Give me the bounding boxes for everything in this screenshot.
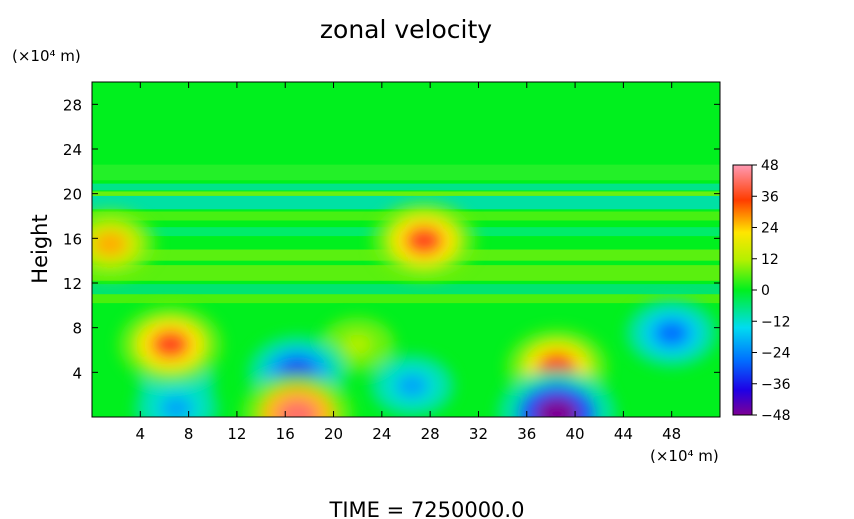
x-tick-label: 16 bbox=[276, 425, 295, 443]
colorbar-tick-label: −12 bbox=[761, 314, 791, 330]
colorbar-tick-label: 48 bbox=[761, 158, 779, 174]
x-tick-label: 32 bbox=[469, 425, 488, 443]
colorbar-tick-label: 36 bbox=[761, 189, 779, 205]
time-footer: TIME = 7250000.0 bbox=[329, 498, 525, 519]
colorbar-tick-label: −48 bbox=[761, 408, 791, 424]
x-tick-label: 4 bbox=[136, 425, 146, 443]
x-tick-label: 36 bbox=[517, 425, 536, 443]
x-tick-label: 48 bbox=[662, 425, 681, 443]
colorbar-gradient bbox=[732, 164, 753, 416]
x-tick-label: 44 bbox=[614, 425, 633, 443]
y-tick-label: 12 bbox=[63, 275, 82, 293]
x-axis: 4 8 12 16 20 24 28 32 36 40 44 48 bbox=[136, 82, 681, 443]
colorbar-tick-label: 12 bbox=[761, 252, 779, 268]
plot-frame bbox=[91, 81, 721, 418]
heatmap-feature bbox=[242, 373, 353, 417]
y-tick-label: 28 bbox=[63, 96, 82, 114]
texture-band bbox=[92, 191, 720, 196]
colorbar-tick-label: 24 bbox=[761, 221, 779, 237]
x-tick-label: 20 bbox=[324, 425, 343, 443]
colorbar: 48 36 24 12 0 −12 −24 −36 −48 bbox=[732, 158, 791, 424]
x-tick-label: 40 bbox=[566, 425, 585, 443]
chart-title: zonal velocity bbox=[320, 15, 492, 44]
heatmap-feature bbox=[370, 354, 454, 417]
colorbar-tick-label: −36 bbox=[761, 377, 791, 393]
heatmap-feature bbox=[626, 299, 718, 368]
texture-band bbox=[92, 195, 720, 210]
x-unit-label: (×10⁴ m) bbox=[650, 447, 719, 465]
x-tick-label: 8 bbox=[184, 425, 194, 443]
plot-area bbox=[91, 81, 721, 418]
y-unit-label: (×10⁴ m) bbox=[12, 47, 81, 65]
x-tick-label: 12 bbox=[227, 425, 246, 443]
heatmap-feature bbox=[134, 377, 219, 417]
heatmap-feature bbox=[372, 201, 476, 280]
x-tick-label: 28 bbox=[421, 425, 440, 443]
colorbar-tick-label: −24 bbox=[761, 346, 791, 362]
y-tick-label: 20 bbox=[63, 186, 82, 204]
heatmap-feature bbox=[498, 369, 616, 417]
texture-band bbox=[92, 164, 720, 181]
y-tick-label: 16 bbox=[63, 230, 82, 248]
x-tick-label: 24 bbox=[372, 425, 391, 443]
texture-band bbox=[92, 183, 720, 191]
colorbar-tick-label: 0 bbox=[761, 283, 770, 299]
y-tick-label: 24 bbox=[63, 141, 82, 159]
texture-band bbox=[92, 294, 720, 304]
heatmap-feature bbox=[92, 210, 156, 278]
y-tick-label: 4 bbox=[72, 364, 82, 382]
y-axis: 4 8 12 16 20 24 28 bbox=[63, 96, 720, 382]
texture-band bbox=[92, 284, 720, 295]
y-axis-title: Height bbox=[28, 214, 52, 283]
heatmap-feature bbox=[118, 305, 223, 384]
y-tick-label: 8 bbox=[72, 320, 82, 338]
